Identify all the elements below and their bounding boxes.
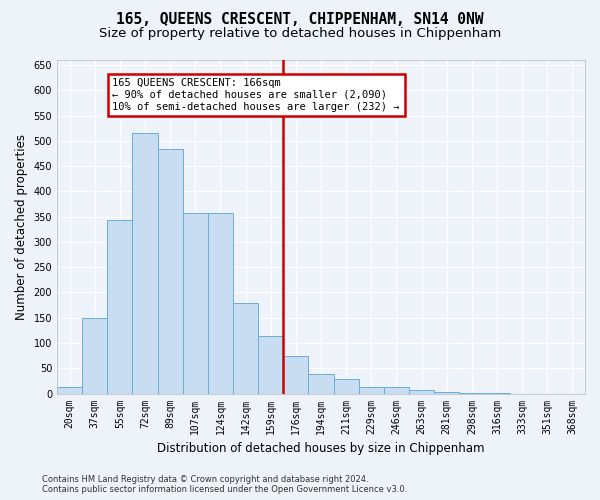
Bar [308,374,334,394]
Bar [158,149,183,394]
Bar [409,390,434,394]
Bar [258,336,283,394]
Bar [484,393,509,394]
Bar [57,387,82,394]
Bar [82,318,107,394]
Text: 165 QUEENS CRESCENT: 166sqm
← 90% of detached houses are smaller (2,090)
10% of : 165 QUEENS CRESCENT: 166sqm ← 90% of det… [112,78,400,112]
Text: Contains HM Land Registry data © Crown copyright and database right 2024.
Contai: Contains HM Land Registry data © Crown c… [42,474,407,494]
Bar [233,303,258,394]
Bar [208,213,233,394]
Bar [183,213,208,394]
X-axis label: Distribution of detached houses by size in Chippenham: Distribution of detached houses by size … [157,442,485,455]
Text: Size of property relative to detached houses in Chippenham: Size of property relative to detached ho… [99,28,501,40]
Text: 165, QUEENS CRESCENT, CHIPPENHAM, SN14 0NW: 165, QUEENS CRESCENT, CHIPPENHAM, SN14 0… [116,12,484,28]
Bar [283,356,308,394]
Bar [384,388,409,394]
Bar [107,220,133,394]
Bar [334,379,359,394]
Bar [359,388,384,394]
Bar [434,392,459,394]
Y-axis label: Number of detached properties: Number of detached properties [15,134,28,320]
Bar [133,134,158,394]
Bar [459,393,484,394]
